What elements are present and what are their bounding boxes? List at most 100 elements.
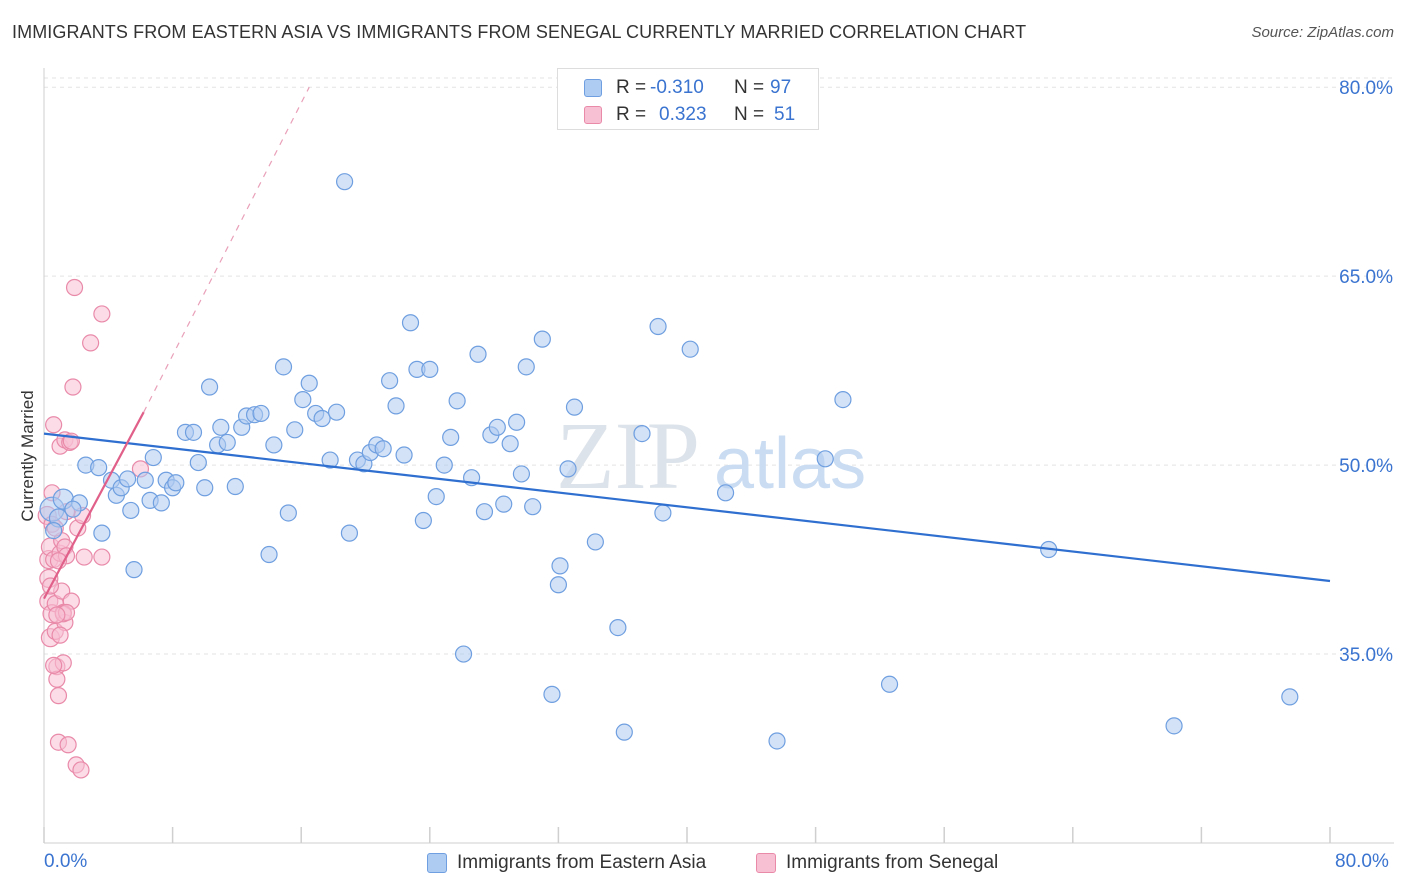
eastern-asia-point [340, 524, 359, 542]
grid-lines [44, 77, 1394, 655]
eastern-asia-point [90, 459, 108, 477]
senegal-point [93, 548, 111, 566]
senegal-point [93, 305, 111, 323]
eastern-asia-point [45, 521, 63, 540]
eastern-asia-points [39, 173, 1299, 750]
legend-swatch-senegal [756, 853, 776, 873]
eastern-asia-point [212, 418, 230, 436]
eastern-asia-point [136, 471, 154, 489]
senegal-point [49, 687, 68, 705]
eastern-asia-point [152, 494, 170, 512]
source-label: Source: ZipAtlas.com [1251, 24, 1394, 41]
y-tick-label: 50.0% [1339, 456, 1393, 477]
eastern-asia-point [122, 501, 140, 520]
eastern-asia-point [816, 450, 834, 468]
eastern-asia-point [414, 511, 432, 530]
legend-swatch-senegal [584, 106, 602, 124]
senegal-point [65, 278, 84, 297]
eastern-asia-point [189, 453, 207, 472]
eastern-asia-point [435, 456, 453, 474]
eastern-asia-point [381, 372, 399, 390]
eastern-asia-point [279, 504, 297, 522]
legend-label-eastern-asia: Immigrants from Eastern Asia [457, 852, 707, 873]
eastern-asia-point [218, 433, 236, 452]
eastern-asia-point [336, 173, 354, 191]
eastern-asia-point [533, 330, 551, 348]
eastern-asia-point [768, 732, 786, 750]
eastern-asia-point [649, 317, 667, 336]
eastern-asia-point [387, 397, 405, 415]
eastern-asia-point [609, 618, 627, 637]
eastern-asia-point [543, 685, 561, 703]
senegal-trend-extension [143, 86, 310, 413]
eastern-asia-point [512, 465, 531, 483]
eastern-asia-point [551, 557, 569, 575]
eastern-asia-point [654, 504, 672, 522]
senegal-point [48, 606, 66, 624]
x-tick-label-min: 0.0% [44, 851, 88, 872]
axes [43, 68, 1394, 844]
eastern-asia-point [401, 314, 420, 332]
legend-r-label: R = [616, 77, 647, 98]
y-tick-label: 80.0% [1339, 78, 1393, 99]
eastern-asia-point [517, 358, 535, 376]
eastern-asia-point [260, 545, 278, 564]
legend-r-value: 0.323 [659, 104, 707, 125]
eastern-asia-point [118, 470, 137, 488]
watermark-atlas: atlas [714, 424, 866, 504]
legend-row-eastern-asia: R = -0.310 N = 97 [558, 73, 818, 101]
eastern-asia-point [475, 503, 494, 521]
legend-swatch-eastern-asia [584, 79, 602, 97]
eastern-asia-point [300, 374, 318, 392]
y-tick-label: 35.0% [1339, 645, 1393, 666]
legend-n-value: 51 [774, 104, 796, 125]
senegal-points [37, 278, 150, 779]
chart-title: IMMIGRANTS FROM EASTERN ASIA VS IMMIGRAN… [12, 22, 1027, 42]
eastern-asia-point [454, 645, 473, 663]
legend-swatch-eastern-asia [427, 853, 447, 873]
senegal-point [64, 378, 82, 396]
eastern-asia-point [252, 404, 270, 423]
eastern-asia-point [681, 340, 699, 358]
eastern-asia-point [93, 524, 111, 542]
eastern-asia-point [421, 360, 439, 378]
eastern-asia-point [167, 474, 185, 492]
eastern-asia-point [1281, 688, 1299, 706]
eastern-asia-point [125, 561, 143, 579]
eastern-asia-point [586, 533, 604, 551]
eastern-asia-point [501, 435, 519, 453]
eastern-asia-point [64, 500, 82, 518]
eastern-asia-point [469, 345, 487, 363]
senegal-point [45, 656, 63, 674]
eastern-asia-point [265, 436, 283, 454]
eastern-asia-point [549, 576, 568, 594]
eastern-asia-point [374, 440, 392, 458]
senegal-point [51, 626, 69, 644]
eastern-asia-point [615, 723, 633, 741]
eastern-asia-point [495, 495, 513, 513]
eastern-asia-point [286, 421, 304, 439]
eastern-asia-point [427, 487, 445, 506]
eastern-asia-point [633, 425, 651, 443]
series-legend: Immigrants from Eastern Asia Immigrants … [0, 851, 1406, 879]
eastern-asia-point [559, 460, 577, 478]
eastern-asia-trend-line [43, 432, 1331, 583]
eastern-asia-point [448, 392, 466, 410]
eastern-asia-point [200, 378, 219, 396]
legend-n-value: 97 [770, 77, 792, 98]
watermark: ZIP atlas [556, 402, 866, 509]
legend-label-senegal: Immigrants from Senegal [786, 852, 999, 873]
y-axis-label: Currently Married [18, 390, 37, 522]
senegal-trend-line [43, 411, 145, 600]
eastern-asia-point [716, 484, 735, 502]
senegal-point [75, 548, 93, 566]
eastern-asia-point [313, 409, 331, 428]
y-tick-labels: 35.0% 50.0% 65.0% 80.0% [1339, 78, 1393, 666]
eastern-asia-point [327, 403, 346, 421]
watermark-zip: ZIP [556, 402, 700, 509]
eastern-asia-point [196, 479, 214, 497]
senegal-point [45, 416, 63, 434]
eastern-asia-point [226, 477, 244, 496]
eastern-asia-point [565, 398, 584, 416]
